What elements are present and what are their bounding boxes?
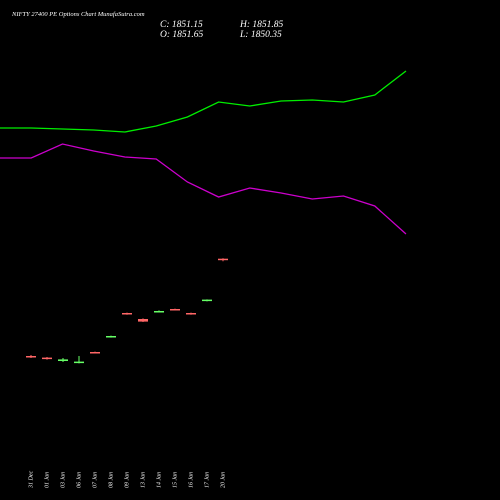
x-tick-label: 06 Jan — [76, 472, 82, 488]
x-tick-label: 13 Jan — [140, 472, 146, 488]
candle-body — [170, 309, 180, 311]
candle-body — [186, 313, 196, 315]
indicator-line — [0, 70, 407, 133]
candle-body — [154, 311, 164, 313]
x-tick-label: 03 Jan — [60, 472, 66, 488]
x-tick-label: 31 Dec — [28, 471, 34, 489]
candle-body — [58, 359, 68, 361]
x-tick-label: 01 Jan — [44, 472, 50, 488]
candle-body — [42, 357, 52, 360]
candle-body — [122, 313, 132, 315]
candle-body — [218, 258, 228, 261]
x-tick-label: 15 Jan — [172, 472, 178, 488]
info-close: C: 1851.15 — [160, 20, 203, 30]
candle-body — [90, 352, 100, 354]
info-low: L: 1850.35 — [239, 30, 282, 40]
chart-title: NIFTY 27400 PE Options Chart MunafaSutra… — [11, 11, 145, 18]
x-tick-label: 14 Jan — [155, 472, 162, 488]
candle-body — [138, 319, 148, 322]
x-tick-label: 07 Jan — [92, 472, 98, 488]
indicator-line — [0, 143, 407, 235]
x-tick-label: 16 Jan — [188, 472, 194, 488]
info-high: H: 1851.85 — [239, 20, 284, 30]
candle-body — [106, 336, 116, 338]
x-tick-label: 08 Jan — [108, 472, 114, 488]
x-tick-label: 17 Jan — [204, 472, 210, 488]
x-tick-label: 20 Jan — [220, 472, 226, 488]
candle-body — [74, 361, 84, 364]
candle-body — [26, 356, 36, 358]
candle-body — [202, 299, 212, 302]
info-open: O: 1851.65 — [160, 30, 204, 40]
x-tick-label: 09 Jan — [124, 472, 130, 488]
